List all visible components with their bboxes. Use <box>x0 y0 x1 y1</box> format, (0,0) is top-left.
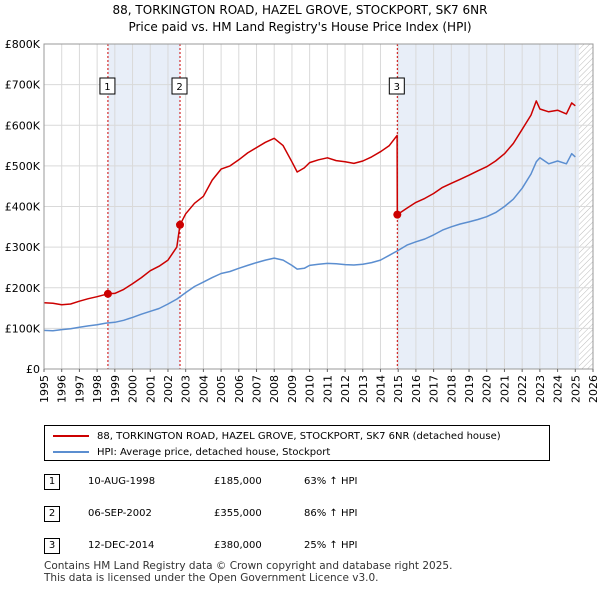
property-series-line <box>43 100 576 306</box>
x-tick-label: 1996 <box>56 375 69 403</box>
x-tick-label: 2016 <box>410 375 423 403</box>
x-tick-label: 2022 <box>516 375 529 403</box>
x-tick-label: 2007 <box>251 375 264 403</box>
x-tick-label: 2008 <box>268 375 281 403</box>
chart-title: 88, TORKINGTON ROAD, HAZEL GROVE, STOCKP… <box>112 3 488 17</box>
x-tick-label: 2003 <box>180 375 193 403</box>
x-tick-label: 2009 <box>286 375 299 403</box>
sale-marker-label: 3 <box>388 77 405 95</box>
price-chart: 1 2 3 £0 £100K £200K £300K £400K £500K £600K £700… <box>5 38 600 403</box>
sale-point <box>393 210 402 219</box>
chart-subtitle: Price paid vs. HM Land Registry's House … <box>128 20 472 34</box>
x-tick-label: 2006 <box>233 375 246 403</box>
x-tick-label: 2010 <box>304 375 317 403</box>
x-tick-label: 2019 <box>463 375 476 403</box>
x-tick-label: 2023 <box>534 375 547 403</box>
legend-label-hpi: HPI: Average price, detached house, Stoc… <box>97 446 331 458</box>
sale-hpi-change: 86% ↑ HPI <box>304 508 358 519</box>
sale-marker-box <box>388 77 405 95</box>
sale-marker-label: 2 <box>171 77 188 95</box>
x-tick-label: 2000 <box>127 375 140 403</box>
x-tick-label: 2001 <box>144 375 157 403</box>
legend-item-property: 88, TORKINGTON ROAD, HAZEL GROVE, STOCKP… <box>53 429 501 443</box>
x-tick-label: 2017 <box>428 375 441 403</box>
x-tick-label: 2004 <box>197 375 210 403</box>
x-tick-label: 2018 <box>445 375 458 403</box>
y-tick-label: £0 <box>26 363 40 376</box>
sale-point <box>103 289 112 298</box>
x-tick-label: 2012 <box>339 375 352 403</box>
footer-copyright: Contains HM Land Registry data © Crown c… <box>44 560 453 572</box>
x-tick-label: 1998 <box>91 375 104 403</box>
x-tick-label: 2024 <box>552 375 565 403</box>
sale-number-badge: 3 <box>44 538 60 554</box>
sale-row: 1 10-AUG-1998 £185,000 63% ↑ HPI <box>44 472 564 492</box>
legend-label-property: 88, TORKINGTON ROAD, HAZEL GROVE, STOCKP… <box>97 430 501 442</box>
sale-point <box>176 220 185 229</box>
x-tick-label: 2013 <box>357 375 370 403</box>
sale-date: 06-SEP-2002 <box>88 508 152 519</box>
sale-marker-number: 3 <box>394 82 400 93</box>
sale-row: 2 06-SEP-2002 £355,000 86% ↑ HPI <box>44 504 564 524</box>
x-tick-label: 2005 <box>215 375 228 403</box>
sale-marker-label: 1 <box>99 77 116 95</box>
y-tick-label: £200K <box>5 282 41 295</box>
y-tick-label: £400K <box>5 201 41 214</box>
sale-number-badge: 2 <box>44 506 60 522</box>
y-tick-label: £100K <box>5 322 41 335</box>
x-tick-label: 2021 <box>498 375 511 403</box>
sale-hpi-change: 63% ↑ HPI <box>304 476 358 487</box>
x-tick-label: 2020 <box>481 375 494 403</box>
plot-frame <box>43 43 594 370</box>
sale-date: 10-AUG-1998 <box>88 476 156 487</box>
sale-price: £380,000 <box>214 540 262 551</box>
x-tick-label: 1999 <box>109 375 122 403</box>
hpi-series-line <box>43 152 576 332</box>
legend: 88, TORKINGTON ROAD, HAZEL GROVE, STOCKP… <box>44 425 550 461</box>
x-tick-label: 2026 <box>587 375 600 403</box>
sale-hpi-change: 25% ↑ HPI <box>304 540 358 551</box>
sale-marker-number: 2 <box>176 82 182 93</box>
x-tick-label: 2002 <box>162 375 175 403</box>
sale-marker-box <box>99 77 116 95</box>
x-tick-label: 1997 <box>73 375 86 403</box>
sale-price: £185,000 <box>214 476 262 487</box>
sale-date: 12-DEC-2014 <box>88 540 155 551</box>
sale-number-badge: 1 <box>44 474 60 490</box>
y-tick-label: £700K <box>5 79 41 92</box>
legend-swatch-hpi <box>53 451 89 453</box>
sale-row: 3 12-DEC-2014 £380,000 25% ↑ HPI <box>44 536 564 556</box>
x-tick-label: 1995 <box>38 375 51 403</box>
y-tick-label: £800K <box>5 38 41 51</box>
x-tick-label: 2011 <box>321 375 334 403</box>
x-tick-label: 2025 <box>569 375 582 403</box>
sale-marker-box <box>171 77 188 95</box>
sale-marker-number: 1 <box>104 82 110 93</box>
legend-item-hpi: HPI: Average price, detached house, Stoc… <box>53 445 330 459</box>
x-tick-label: 2015 <box>392 375 405 403</box>
x-tick-label: 2014 <box>374 375 387 403</box>
legend-swatch-property <box>53 435 89 437</box>
y-tick-label: £300K <box>5 241 41 254</box>
y-tick-label: £500K <box>5 160 41 173</box>
sale-price: £355,000 <box>214 508 262 519</box>
y-tick-label: £600K <box>5 119 41 132</box>
footer-licence: This data is licensed under the Open Gov… <box>44 572 379 584</box>
